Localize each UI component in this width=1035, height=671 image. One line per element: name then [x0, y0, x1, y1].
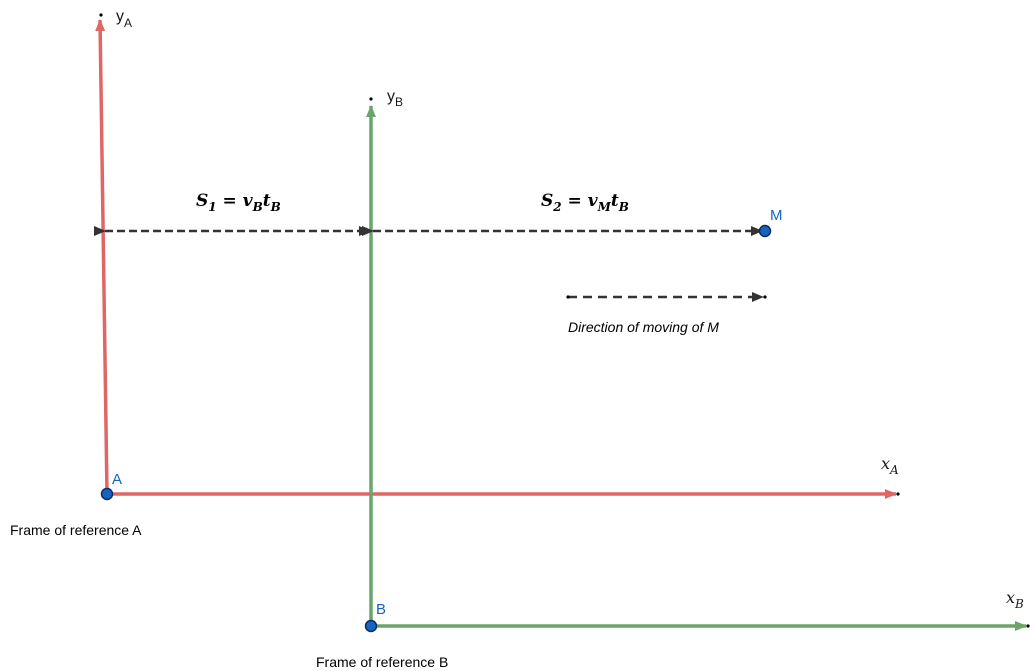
direction-arrow-end-dot [763, 295, 767, 299]
point-m-label: M [770, 207, 783, 224]
point-a [100, 487, 114, 501]
frame-a-y-axis [95, 19, 109, 495]
direction-arrow-start-dot [566, 295, 570, 299]
frame-a-y-axis-end-dot [99, 13, 103, 17]
frame-a-y-axis-label: yA [116, 8, 132, 30]
frame-b-y-axis-end-dot [369, 97, 373, 101]
point-a-label: A [112, 471, 122, 488]
frame-b-y-axis-label: yB [387, 88, 403, 109]
distance-s1-formula: S1 = vBtB [196, 191, 281, 214]
frame-a-x-axis-end-dot [896, 492, 900, 496]
distance-s2-formula: S2 = vMtB [541, 191, 629, 214]
frame-b-caption: Frame of reference B [316, 654, 448, 670]
frame-b-x-axis-end-dot [1026, 624, 1030, 628]
frame-a-x-axis-label: xA [881, 454, 899, 477]
direction-label: Direction of moving of M [568, 319, 719, 335]
frame-b-x-axis-label: xB [1006, 588, 1024, 611]
point-m [758, 224, 772, 238]
point-b-label: B [376, 601, 386, 618]
point-b [364, 619, 378, 633]
frame-a-caption: Frame of reference A [10, 522, 142, 538]
